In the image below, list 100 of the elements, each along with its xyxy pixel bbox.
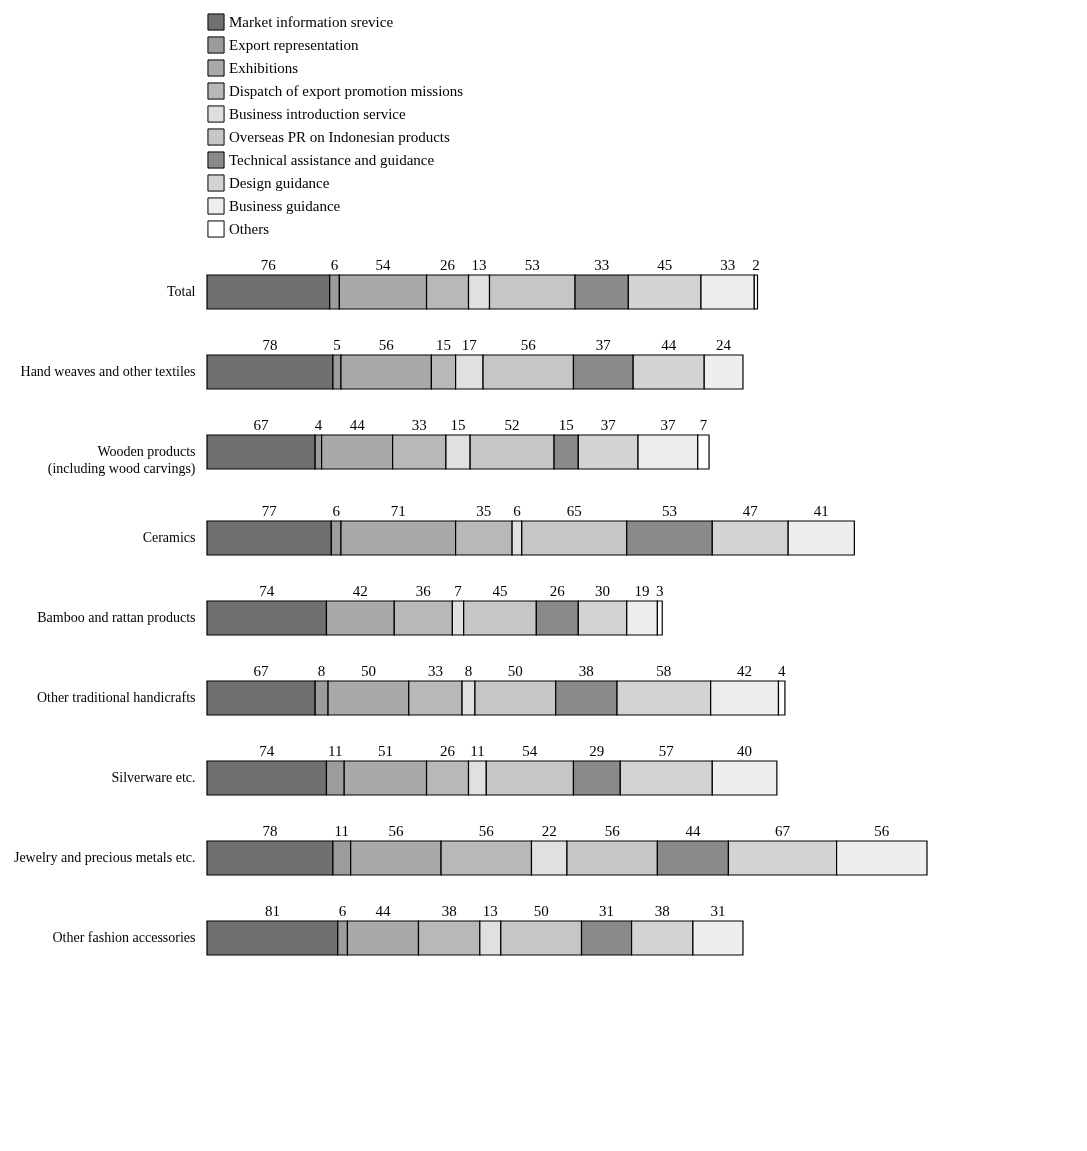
y-tick-label: Other fashion accessories — [52, 930, 196, 945]
data-label: 67 — [253, 663, 270, 679]
data-label: 78 — [262, 337, 278, 353]
data-label: 2 — [752, 257, 760, 273]
data-label: 11 — [334, 823, 350, 839]
data-label: 31 — [599, 903, 615, 919]
legend-label: Dispatch of export promotion missions — [229, 83, 464, 99]
data-label: 38 — [654, 903, 670, 919]
data-label: 56 — [604, 823, 621, 839]
data-label: 6 — [513, 503, 522, 519]
data-label: 37 — [595, 337, 612, 353]
y-tick-label: Wooden products (including wood carvings) — [47, 444, 196, 477]
data-label: 50 — [533, 903, 549, 919]
data-label: 33 — [594, 257, 610, 273]
data-label: 56 — [378, 337, 395, 353]
data-label: 29 — [589, 743, 605, 759]
data-label: 50 — [360, 663, 376, 679]
data-label: 15 — [558, 417, 574, 433]
data-label: 42 — [737, 663, 753, 679]
data-label: 33 — [427, 663, 443, 679]
data-label: 6 — [332, 503, 341, 519]
data-label: 58 — [656, 663, 672, 679]
data-label: 56 — [478, 823, 495, 839]
data-label: 30 — [595, 583, 611, 599]
data-label: 81 — [264, 903, 280, 919]
data-label: 31 — [710, 903, 726, 919]
legend-label: Business introduction service — [229, 106, 406, 122]
data-label: 4 — [314, 417, 323, 433]
data-label: 45 — [492, 583, 508, 599]
data-label: 11 — [470, 743, 485, 759]
data-label: 56 — [520, 337, 537, 353]
y-tick-label: Hand weaves and other textiles — [20, 364, 196, 379]
data-label: 51 — [377, 743, 393, 759]
data-label: 74 — [259, 583, 275, 599]
data-label: 77 — [261, 503, 278, 519]
data-label: 40 — [737, 743, 753, 759]
data-label: 54 — [522, 743, 538, 759]
data-label: 41 — [813, 503, 829, 519]
data-label: 17 — [461, 337, 478, 353]
data-label: 50 — [507, 663, 523, 679]
legend-label: Market information srevice — [229, 14, 394, 30]
data-label: 26 — [440, 743, 456, 759]
data-label: 7 — [699, 417, 708, 433]
data-label: 42 — [352, 583, 368, 599]
legend-label: Design guidance — [229, 175, 330, 191]
y-tick-label: Other traditional handicrafts — [36, 690, 196, 705]
data-label: 44 — [349, 417, 366, 433]
data-label: 4 — [777, 663, 786, 679]
legend-label: Export representation — [229, 37, 360, 53]
data-label: 13 — [482, 903, 498, 919]
legend-label: Exhibitions — [229, 60, 299, 76]
data-label: 45 — [657, 257, 673, 273]
data-label: 35 — [476, 503, 492, 519]
data-label: 11 — [328, 743, 343, 759]
data-label: 37 — [600, 417, 617, 433]
data-label: 57 — [658, 743, 675, 759]
data-label: 44 — [685, 823, 701, 839]
data-label: 26 — [549, 583, 566, 599]
data-label: 19 — [634, 583, 650, 599]
data-label: 24 — [716, 337, 732, 353]
data-label: 56 — [874, 823, 890, 839]
data-label: 53 — [524, 257, 540, 273]
y-tick-label: Jewelry and precious metals etc. — [13, 850, 196, 865]
data-label: 15 — [450, 417, 466, 433]
data-label: 15 — [436, 337, 451, 353]
data-label: 26 — [440, 257, 456, 273]
data-label: 38 — [578, 663, 594, 679]
data-label: 53 — [662, 503, 678, 519]
data-label: 74 — [259, 743, 275, 759]
data-label: 47 — [742, 503, 759, 519]
data-label: 33 — [720, 257, 736, 273]
data-label: 38 — [441, 903, 457, 919]
data-label: 67 — [253, 417, 270, 433]
data-label: 54 — [375, 257, 391, 273]
legend-label: Business guidance — [229, 198, 341, 214]
data-label: 5 — [333, 337, 341, 353]
y-tick-label: Silverware etc. — [111, 770, 196, 785]
legend-label: Overseas PR on Indonesian products — [229, 129, 450, 145]
y-tick-label: Bamboo and rattan products — [37, 610, 196, 625]
data-label: 56 — [388, 823, 404, 839]
data-label: 3 — [656, 583, 664, 599]
data-label: 22 — [541, 823, 557, 839]
data-label: 8 — [317, 663, 326, 679]
data-label: 78 — [262, 823, 278, 839]
data-label: 37 — [660, 417, 676, 433]
data-label: 13 — [471, 257, 487, 273]
data-label: 33 — [411, 417, 427, 433]
data-label: 44 — [661, 337, 677, 353]
data-label: 44 — [375, 903, 391, 919]
data-label: 71 — [390, 503, 406, 519]
data-label: 8 — [464, 663, 473, 679]
data-label: 6 — [330, 257, 339, 273]
data-label: 52 — [504, 417, 520, 433]
data-label: 36 — [415, 583, 432, 599]
y-tick-label: Total — [166, 284, 196, 299]
data-label: 7 — [454, 583, 463, 599]
y-tick-label: Ceramics — [142, 530, 196, 545]
data-label: 65 — [566, 503, 582, 519]
legend-label: Others — [229, 221, 270, 237]
data-label: 76 — [260, 257, 277, 273]
